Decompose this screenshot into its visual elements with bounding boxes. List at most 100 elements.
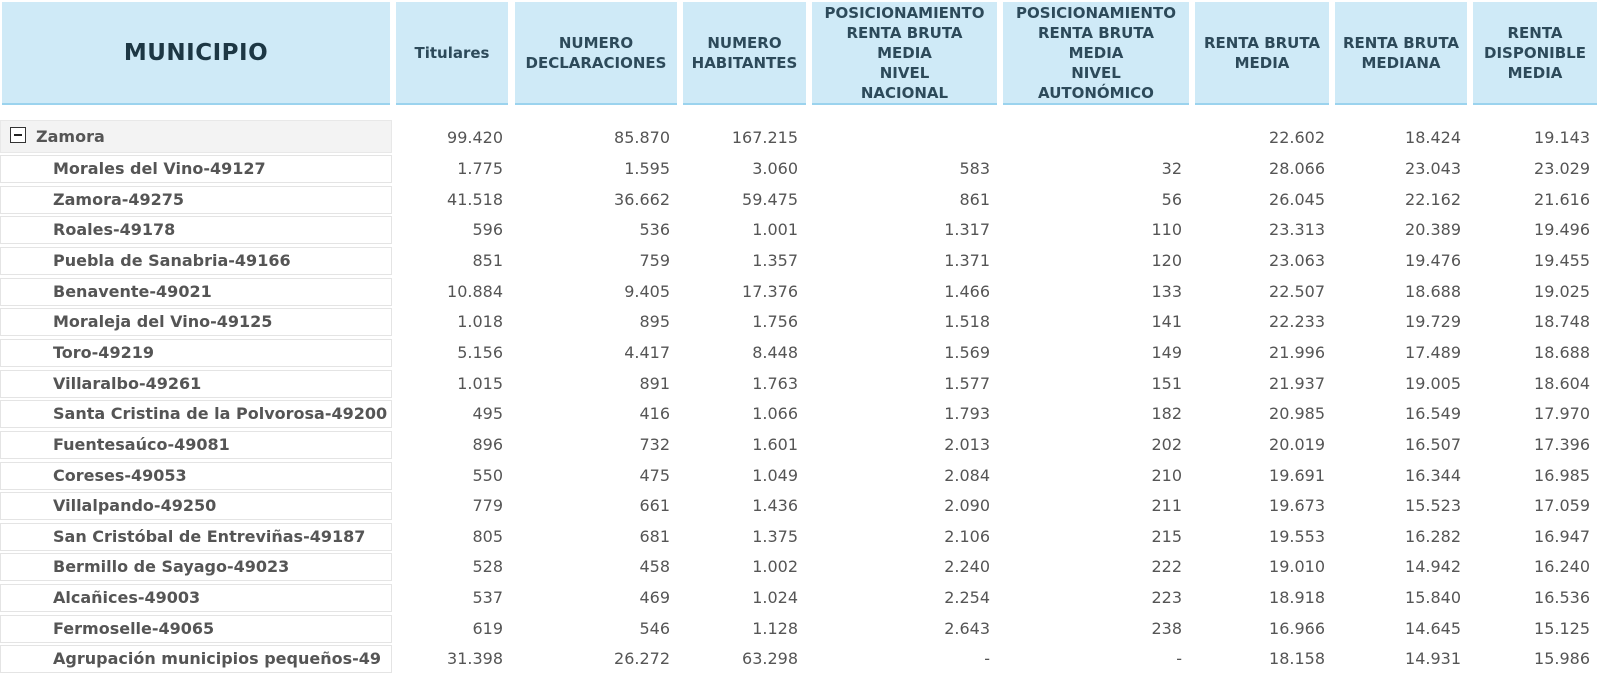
table-row-name[interactable]: Santa Cristina de la Polvorosa-49200 — [0, 400, 392, 428]
municipio-name: Santa Cristina de la Polvorosa-49200 — [53, 404, 388, 423]
cell-numero-declaraciones: 661 — [639, 496, 670, 515]
municipio-name: Puebla de Sanabria-49166 — [53, 251, 291, 270]
table-row-name[interactable]: Agrupación municipios pequeños-49 — [0, 645, 392, 673]
table-row-name[interactable]: Toro-49219 — [0, 339, 392, 367]
header-renta-disponible-media[interactable]: RENTA DISPONIBLE MEDIA — [1473, 2, 1597, 105]
table-row-name[interactable]: Villaralbo-49261 — [0, 370, 392, 398]
cell-posicionamiento-nacional: 861 — [959, 190, 990, 209]
cell-numero-declaraciones: 759 — [639, 251, 670, 270]
cell-numero-declaraciones: 536 — [639, 220, 670, 239]
header-posicionamiento-nacional[interactable]: POSICIONAMIENTO RENTA BRUTA MEDIA NIVEL … — [812, 2, 997, 105]
cell-numero-habitantes: 1.601 — [752, 435, 798, 454]
header-renta-bruta-media[interactable]: RENTA BRUTA MEDIA — [1195, 2, 1329, 105]
cell-renta-disponible-media: 15.125 — [1534, 619, 1590, 638]
cell-numero-declaraciones: 895 — [639, 312, 670, 331]
cell-numero-habitantes: 17.376 — [742, 282, 798, 301]
header-municipio-label: MUNICIPIO — [123, 39, 269, 66]
cell-posicionamiento-autonomico: 210 — [1151, 466, 1182, 485]
cell-renta-disponible-media: 16.985 — [1534, 466, 1590, 485]
cell-posicionamiento-autonomico: 56 — [1161, 190, 1182, 209]
header-municipio[interactable]: MUNICIPIO — [2, 2, 390, 105]
cell-titulares: 896 — [472, 435, 503, 454]
table-row-name[interactable]: Villalpando-49250 — [0, 492, 392, 520]
cell-numero-habitantes: 63.298 — [742, 649, 798, 668]
cell-renta-bruta-media: 19.553 — [1269, 527, 1325, 546]
header-numero-habitantes-label: NUMERO HABITANTES — [691, 33, 798, 72]
cell-posicionamiento-nacional: 2.090 — [944, 496, 990, 515]
header-posicionamiento-autonomico[interactable]: POSICIONAMIENTO RENTA BRUTA MEDIA NIVEL … — [1003, 2, 1189, 105]
table-row-name[interactable]: Puebla de Sanabria-49166 — [0, 247, 392, 275]
cell-renta-disponible-media: 17.059 — [1534, 496, 1590, 515]
cell-renta-bruta-mediana: 16.507 — [1405, 435, 1461, 454]
cell-posicionamiento-autonomico: 215 — [1151, 527, 1182, 546]
cell-posicionamiento-autonomico: 151 — [1151, 374, 1182, 393]
table-row-name[interactable]: Fermoselle-49065 — [0, 615, 392, 643]
municipio-name: Fermoselle-49065 — [53, 619, 215, 638]
cell-renta-bruta-mediana: 14.931 — [1405, 649, 1461, 668]
cell-posicionamiento-nacional: 1.793 — [944, 404, 990, 423]
cell-renta-bruta-mediana: 22.162 — [1405, 190, 1461, 209]
cell-renta-disponible-media: 16.947 — [1534, 527, 1590, 546]
table-row-name[interactable]: Zamora-49275 — [0, 186, 392, 214]
table-row-name[interactable]: San Cristóbal de Entreviñas-49187 — [0, 523, 392, 551]
cell-titulares: 550 — [472, 466, 503, 485]
cell-numero-declaraciones: 26.272 — [614, 649, 670, 668]
header-numero-declaraciones-label: NUMERO DECLARACIONES — [525, 33, 667, 72]
table-row-name[interactable]: Coreses-49053 — [0, 462, 392, 490]
cell-numero-declaraciones: 475 — [639, 466, 670, 485]
header-numero-habitantes[interactable]: NUMERO HABITANTES — [683, 2, 806, 105]
municipio-name: Zamora-49275 — [53, 190, 185, 209]
cell-renta-bruta-mediana: 14.645 — [1405, 619, 1461, 638]
table-row-name[interactable]: Morales del Vino-49127 — [0, 155, 392, 183]
cell-renta-bruta-media: 23.063 — [1269, 251, 1325, 270]
cell-titulares: 10.884 — [447, 282, 503, 301]
cell-renta-bruta-media: 18.918 — [1269, 588, 1325, 607]
group-row-name[interactable]: Zamora — [0, 120, 392, 153]
cell-renta-bruta-media: 16.966 — [1269, 619, 1325, 638]
cell-titulares: 596 — [472, 220, 503, 239]
cell-renta-disponible-media: 17.396 — [1534, 435, 1590, 454]
cell-titulares: 5.156 — [457, 343, 503, 362]
cell-renta-bruta-mediana: 23.043 — [1405, 159, 1461, 178]
cell-renta-bruta-mediana: 17.489 — [1405, 343, 1461, 362]
cell-titulares: 41.518 — [447, 190, 503, 209]
table-row-name[interactable]: Bermillo de Sayago-49023 — [0, 553, 392, 581]
cell-renta-disponible-media: 18.748 — [1534, 312, 1590, 331]
cell-renta-disponible-media: 21.616 — [1534, 190, 1590, 209]
cell-titulares: 851 — [472, 251, 503, 270]
municipio-name: Villaralbo-49261 — [53, 374, 202, 393]
cell-renta-bruta-mediana: 16.344 — [1405, 466, 1461, 485]
cell-numero-declaraciones: 9.405 — [624, 282, 670, 301]
table-row-name[interactable]: Moraleja del Vino-49125 — [0, 308, 392, 336]
table-row-name[interactable]: Roales-49178 — [0, 216, 392, 244]
cell-renta-bruta-media: 19.691 — [1269, 466, 1325, 485]
municipio-name: Bermillo de Sayago-49023 — [53, 557, 290, 576]
header-posicionamiento-nacional-label: POSICIONAMIENTO RENTA BRUTA MEDIA NIVEL … — [824, 3, 985, 102]
header-renta-disponible-media-label: RENTA DISPONIBLE MEDIA — [1484, 23, 1586, 82]
cell-numero-habitantes: 3.060 — [752, 159, 798, 178]
cell-posicionamiento-nacional: 1.371 — [944, 251, 990, 270]
cell-posicionamiento-nacional: 2.013 — [944, 435, 990, 454]
cell-renta-bruta-media: 28.066 — [1269, 159, 1325, 178]
cell-titulares: 528 — [472, 557, 503, 576]
cell-posicionamiento-nacional: 1.518 — [944, 312, 990, 331]
cell-renta-bruta-media: 22.602 — [1269, 128, 1325, 147]
header-numero-declaraciones[interactable]: NUMERO DECLARACIONES — [515, 2, 677, 105]
cell-posicionamiento-autonomico: 141 — [1151, 312, 1182, 331]
table-row-name[interactable]: Benavente-49021 — [0, 278, 392, 306]
collapse-icon[interactable] — [10, 127, 26, 143]
cell-renta-bruta-media: 19.673 — [1269, 496, 1325, 515]
cell-posicionamiento-nacional: 1.317 — [944, 220, 990, 239]
cell-numero-habitantes: 1.128 — [752, 619, 798, 638]
cell-renta-bruta-mediana: 16.549 — [1405, 404, 1461, 423]
table-row-name[interactable]: Alcañices-49003 — [0, 584, 392, 612]
cell-renta-disponible-media: 16.240 — [1534, 557, 1590, 576]
table-row-name[interactable]: Fuentesaúco-49081 — [0, 431, 392, 459]
cell-renta-disponible-media: 19.143 — [1534, 128, 1590, 147]
cell-numero-declaraciones: 458 — [639, 557, 670, 576]
cell-posicionamiento-nacional: 2.240 — [944, 557, 990, 576]
header-titulares[interactable]: Titulares — [396, 2, 508, 105]
header-renta-bruta-mediana[interactable]: RENTA BRUTA MEDIANA — [1335, 2, 1467, 105]
cell-renta-bruta-mediana: 18.688 — [1405, 282, 1461, 301]
header-posicionamiento-autonomico-label: POSICIONAMIENTO RENTA BRUTA MEDIA NIVEL … — [1016, 3, 1176, 102]
